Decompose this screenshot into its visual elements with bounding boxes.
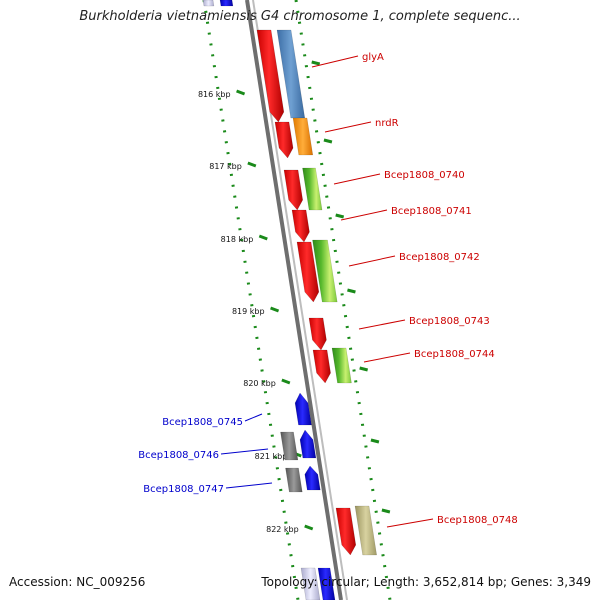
outer-tick-mark	[370, 438, 380, 444]
gene-leader-line	[340, 209, 388, 221]
inner-dotted-track	[202, 0, 300, 600]
kbp-tick-label: 818 kbp	[221, 235, 254, 244]
gene-leader-line	[363, 352, 411, 363]
gene-leader-line	[225, 482, 273, 489]
gene-leader-line	[244, 413, 263, 422]
kbp-tick-mark	[236, 89, 246, 96]
cds-forward-arrow[interactable]	[274, 121, 294, 159]
gene-label-Bcep1808_0740[interactable]: Bcep1808_0740	[384, 170, 465, 181]
gene-label-Bcep1808_0747[interactable]: Bcep1808_0747	[143, 484, 224, 495]
cds-partial-top[interactable]	[202, 0, 215, 7]
cds-reverse-arrow[interactable]	[294, 392, 312, 426]
gene-leader-line	[311, 55, 359, 68]
cds-partial-top-blue[interactable]	[219, 0, 234, 7]
kbp-tick-mark	[281, 378, 291, 385]
accession-text: Accession: NC_009256	[9, 575, 146, 589]
outer-tick-mark	[323, 138, 333, 144]
map-title: Burkholderia vietnamiensis G4 chromosome…	[79, 9, 521, 24]
kbp-tick-label: 822 kbp	[266, 525, 299, 534]
kbp-tick-mark	[247, 161, 257, 168]
kbp-tick-mark	[270, 306, 280, 313]
outer-tick-mark	[359, 366, 369, 372]
kbp-tick-label: 821 kbp	[255, 452, 288, 461]
cds-reverse-arrow[interactable]	[304, 465, 321, 491]
gene-block-Bcep1808_0748[interactable]	[354, 505, 377, 556]
cds-partial-bottom-blue[interactable]	[317, 567, 336, 600]
kbp-tick-label: 820 kbp	[243, 379, 276, 388]
outer-tick-mark	[335, 213, 345, 219]
cds-reverse-arrow[interactable]	[299, 429, 317, 459]
gene-leader-line	[333, 173, 381, 185]
gene-label-Bcep1808_0741[interactable]: Bcep1808_0741	[391, 206, 472, 217]
gene-label-Bcep1808_0743[interactable]: Bcep1808_0743	[409, 316, 490, 327]
gene-block-Bcep1808_0740[interactable]	[302, 167, 323, 211]
kbp-tick-label: 816 kbp	[198, 90, 231, 99]
outer-tick-mark	[311, 60, 321, 66]
kbp-tick-label: 819 kbp	[232, 307, 265, 316]
gene-label-Bcep1808_0746[interactable]: Bcep1808_0746	[138, 450, 219, 461]
gene-block-Bcep1808_0747[interactable]	[285, 467, 303, 493]
outer-tick-mark	[347, 288, 356, 294]
gene-label-glyA[interactable]: glyA	[362, 52, 384, 63]
gene-block-Bcep1808_0744[interactable]	[331, 347, 352, 384]
kbp-tick-mark	[258, 234, 268, 241]
cds-forward-arrow[interactable]	[312, 349, 331, 384]
topology-summary: Topology: circular; Length: 3,652,814 bp…	[261, 575, 591, 589]
gene-block-Bcep1808_0746[interactable]	[280, 431, 299, 461]
gene-leader-line	[358, 319, 406, 330]
gene-leader-line	[348, 255, 396, 267]
cds-partial-bottom[interactable]	[300, 567, 321, 600]
gene-label-Bcep1808_0745[interactable]: Bcep1808_0745	[162, 417, 243, 428]
gene-label-Bcep1808_0748[interactable]: Bcep1808_0748	[437, 515, 518, 526]
gene-block-Bcep1808_0742[interactable]	[312, 239, 338, 303]
outer-tick-mark	[381, 508, 391, 514]
gene-label-Bcep1808_0742[interactable]: Bcep1808_0742	[399, 252, 480, 263]
gene-label-nrdR[interactable]: nrdR	[375, 118, 399, 129]
gene-leader-line	[220, 448, 269, 455]
cds-forward-arrow[interactable]	[291, 209, 310, 243]
gene-leader-line	[324, 121, 372, 133]
gene-labels: glyA nrdR Bcep1808_0740 Bcep1808_0741 Bcep18…	[138, 52, 518, 528]
cds-forward-arrow[interactable]	[335, 507, 357, 556]
outer-dotted-track	[294, 0, 392, 600]
gene-leader-line	[386, 518, 434, 528]
backbone-line	[245, 0, 343, 600]
gene-block-nrdR[interactable]	[292, 117, 314, 156]
cds-forward-arrow[interactable]	[296, 241, 320, 303]
cds-forward-arrow[interactable]	[283, 169, 303, 211]
kbp-tick-mark	[304, 524, 314, 531]
gene-label-Bcep1808_0744[interactable]: Bcep1808_0744	[414, 349, 495, 360]
gene-features	[202, 0, 377, 600]
kbp-tick-label: 817 kbp	[209, 162, 242, 171]
cds-forward-arrow[interactable]	[256, 29, 285, 123]
scale-ticks: 816 kbp 817 kbp 818 kbp 819 kbp 820 kbp 821 k…	[198, 60, 391, 534]
cds-forward-arrow[interactable]	[308, 317, 327, 351]
